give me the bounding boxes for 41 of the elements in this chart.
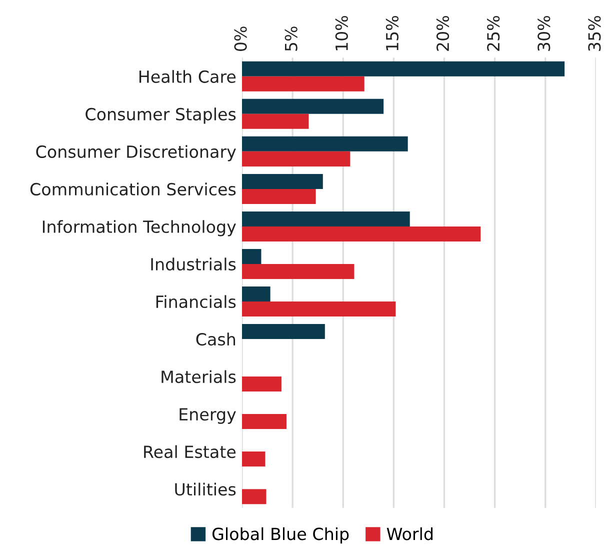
y-tick-label: Financials bbox=[156, 295, 236, 308]
bar bbox=[242, 248, 262, 264]
bar bbox=[242, 324, 325, 340]
bar bbox=[242, 98, 384, 114]
bar bbox=[242, 76, 364, 92]
bar bbox=[242, 489, 266, 504]
y-tick-label: Utilities bbox=[175, 482, 236, 496]
bar bbox=[242, 301, 396, 316]
bar bbox=[242, 174, 323, 189]
bar bbox=[242, 61, 565, 76]
y-tick-label: Materials bbox=[162, 370, 236, 384]
bar bbox=[242, 211, 410, 226]
y-tick-label: Consumer Discretionary bbox=[36, 145, 236, 162]
bar bbox=[242, 264, 354, 279]
bar bbox=[242, 151, 350, 166]
x-tick-label: 0% bbox=[234, 26, 247, 51]
y-tick-label: Industrials bbox=[151, 258, 236, 271]
y-tick-label: Real Estate bbox=[144, 445, 236, 458]
x-tick-label: 20% bbox=[436, 16, 450, 51]
x-tick-label: 35% bbox=[588, 16, 601, 51]
legend-label: Global Blue Chip bbox=[212, 527, 349, 544]
x-tick-label: 10% bbox=[335, 16, 348, 50]
bar bbox=[242, 226, 481, 242]
y-tick-label: Information Technology bbox=[42, 220, 236, 236]
legend-label: World bbox=[386, 527, 433, 540]
x-tick-label: 15% bbox=[386, 16, 399, 50]
bar bbox=[242, 286, 270, 302]
bar bbox=[242, 136, 408, 152]
bar bbox=[242, 188, 316, 204]
y-tick-label: Communication Services bbox=[30, 182, 236, 196]
bar bbox=[242, 376, 282, 392]
y-tick-label: Health Care bbox=[139, 70, 236, 83]
bar bbox=[242, 452, 266, 467]
y-tick-label: Energy bbox=[180, 408, 236, 424]
bar bbox=[242, 114, 309, 129]
y-tick-label: Cash bbox=[196, 332, 236, 346]
bar bbox=[242, 414, 286, 430]
y-tick-label: Consumer Staples bbox=[86, 108, 236, 124]
x-tick-label: 25% bbox=[487, 16, 500, 51]
x-tick-label: 5% bbox=[284, 26, 298, 51]
x-tick-label: 30% bbox=[538, 16, 550, 51]
